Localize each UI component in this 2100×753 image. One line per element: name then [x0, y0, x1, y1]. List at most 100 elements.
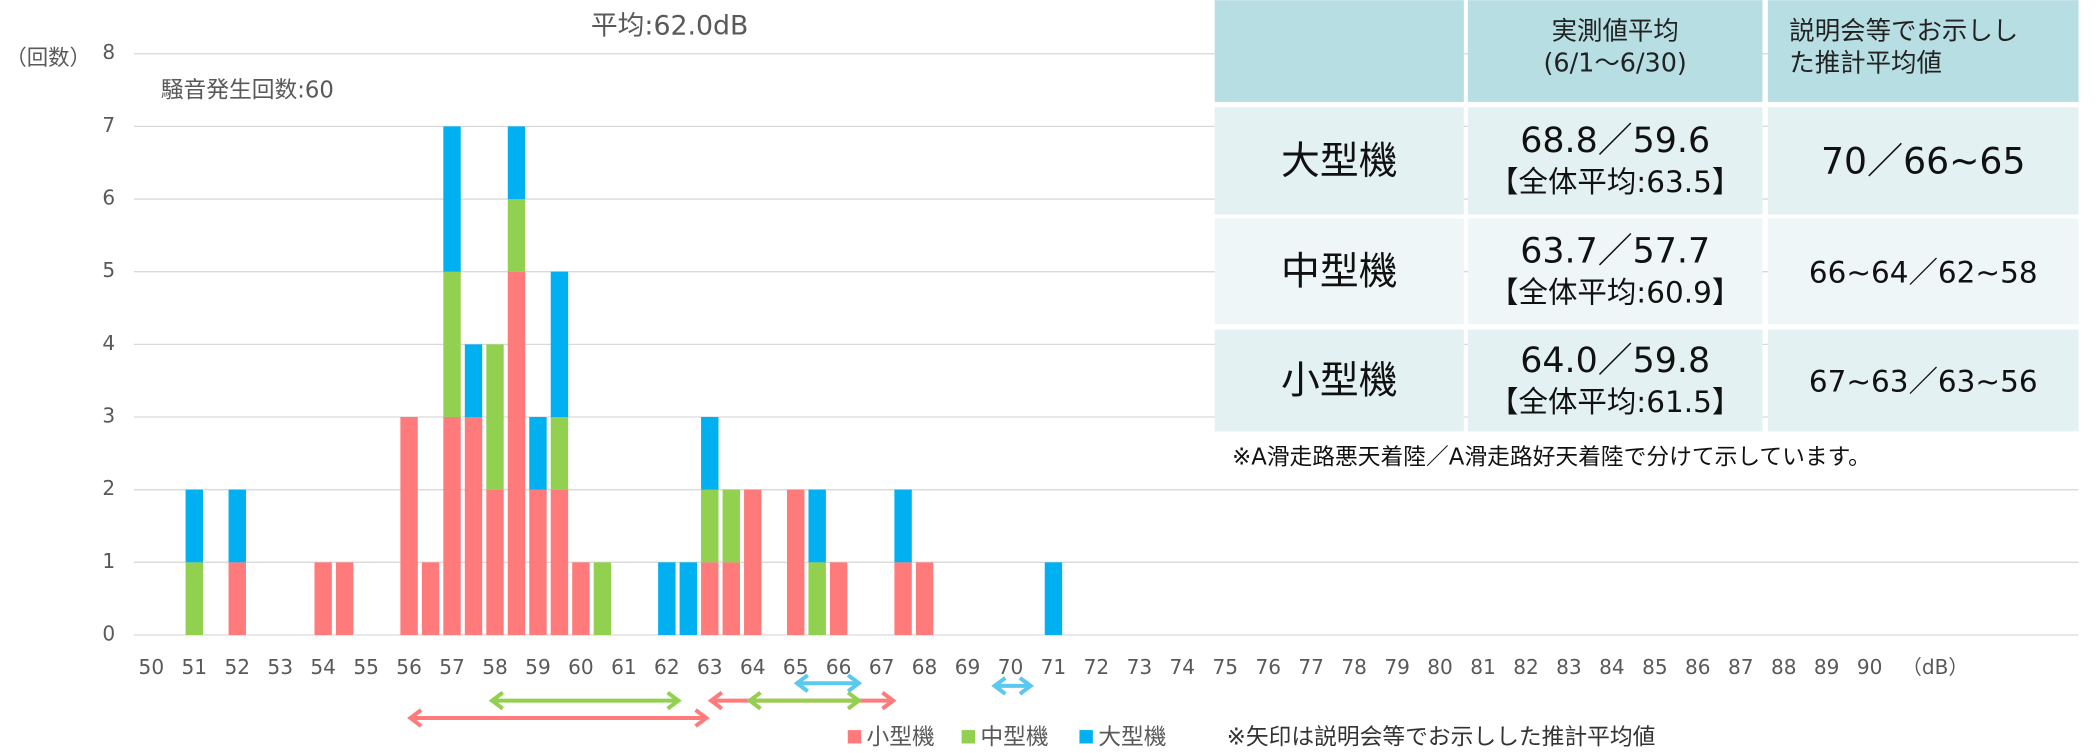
bar-segment: [701, 489, 719, 563]
bar-segment: [443, 417, 461, 635]
x-tick-label: 68: [912, 655, 938, 679]
table-header-text: た推計平均値: [1789, 47, 1942, 77]
x-tick-label: 84: [1599, 655, 1625, 679]
measured-average: 【全体平均:60.9】: [1489, 276, 1741, 310]
x-tick-label: 70: [998, 655, 1024, 679]
measured-value: 68.8／59.6: [1520, 121, 1710, 161]
arrow-head: [488, 690, 504, 711]
bar-segment: [529, 489, 547, 635]
bar-segment: [550, 489, 569, 635]
bar-segment: [228, 489, 246, 563]
bar-segment: [314, 562, 332, 635]
measured-average: 【全体平均:61.5】: [1489, 385, 1741, 419]
x-tick-label: 55: [353, 655, 379, 679]
estimated-value: 70／66~65: [1821, 140, 2025, 183]
bar-segment: [550, 271, 569, 418]
legend-swatch: [961, 730, 975, 744]
bar-segment: [894, 562, 912, 635]
arrow-head: [846, 673, 863, 693]
bar-segment: [1044, 562, 1063, 635]
table-cell: [1767, 107, 2079, 215]
legend-label: 中型機: [980, 725, 1048, 751]
legend-label: 小型機: [867, 725, 935, 751]
x-tick-label: 65: [783, 655, 809, 679]
x-tick-label: 82: [1513, 655, 1539, 679]
range-arrow: [991, 676, 1034, 696]
legend-swatch: [847, 730, 862, 744]
bar-segment: [507, 271, 526, 635]
x-tick-label: 80: [1427, 655, 1453, 679]
x-tick-label: 83: [1556, 655, 1582, 679]
x-tick-label: 58: [482, 655, 508, 679]
x-tick-label: 50: [139, 655, 165, 679]
bar-segment: [443, 271, 461, 418]
bar-segment: [829, 562, 848, 635]
arrow-head: [746, 690, 762, 711]
x-tick-label: 69: [955, 655, 981, 679]
x-tick-label: 89: [1814, 655, 1840, 679]
bar-segment: [658, 562, 676, 635]
legend-note: ※矢印は説明会等でお示しした推計平均値: [1227, 725, 1656, 751]
table-cell: [1767, 218, 2079, 325]
bar-segment: [786, 489, 805, 635]
x-tick-label: 56: [396, 655, 422, 679]
bar-segment: [507, 199, 526, 272]
x-tick-label: 79: [1384, 655, 1410, 679]
range-arrow: [793, 673, 863, 693]
x-tick-label: 64: [740, 655, 766, 679]
bar-segment: [915, 562, 934, 635]
bar-segment: [679, 562, 698, 635]
x-tick-label: 66: [826, 655, 852, 679]
bar-segment: [228, 562, 246, 635]
table-cell: [1214, 329, 1464, 432]
bar-segment: [421, 562, 440, 635]
bar-segment: [550, 417, 569, 490]
y-tick-label: 7: [102, 113, 115, 137]
x-tick-label: 61: [611, 655, 637, 679]
arrow-head: [694, 708, 710, 728]
x-tick-label: 85: [1642, 655, 1668, 679]
y-tick-label: 5: [102, 258, 115, 282]
table-cell: [1467, 329, 1763, 432]
subtitle: 騒音発生回数:60: [161, 78, 334, 104]
y-tick-label: 6: [102, 186, 115, 210]
bar-segment: [529, 417, 547, 490]
x-tick-label: 73: [1127, 655, 1153, 679]
table-cell: [1467, 107, 1763, 215]
bar-segment: [808, 562, 826, 635]
bar-segment: [464, 344, 483, 418]
measured-average: 【全体平均:63.5】: [1489, 165, 1741, 199]
x-tick-label: 60: [568, 655, 594, 679]
arrow-head: [707, 690, 724, 711]
x-tick-label: 74: [1170, 655, 1196, 679]
bar-segment: [464, 417, 483, 635]
bar-segment: [593, 562, 612, 635]
x-tick-label: 88: [1771, 655, 1797, 679]
y-tick-label: 1: [102, 549, 115, 573]
range-arrow: [407, 708, 710, 728]
bar-segment: [443, 126, 461, 272]
bar-segment: [722, 489, 740, 563]
y-axis-label: （回数）: [5, 46, 91, 71]
bar-segment: [185, 562, 204, 635]
bar-segment: [400, 417, 418, 635]
table-header-text: 説明会等でお示しし: [1789, 15, 2018, 45]
bar-segment: [808, 489, 826, 563]
x-tick-label: 90: [1857, 655, 1883, 679]
estimated-value: 67~63／63~56: [1809, 365, 2038, 399]
range-arrow: [746, 690, 863, 711]
arrow-head: [846, 690, 863, 711]
x-tick-label: 72: [1084, 655, 1110, 679]
x-tick-label: 53: [267, 655, 293, 679]
x-tick-label: 77: [1298, 655, 1324, 679]
x-tick-label: 54: [310, 655, 336, 679]
x-tick-label: 52: [224, 655, 250, 679]
arrow-head: [407, 708, 423, 728]
table-header-cell: [1214, 0, 1464, 102]
y-tick-label: 3: [102, 404, 115, 428]
bar-segment: [486, 489, 504, 635]
x-tick-label: 67: [869, 655, 895, 679]
estimated-value: 66~64／62~58: [1809, 256, 2038, 290]
y-tick-label: 8: [102, 40, 115, 64]
row-label: 小型機: [1281, 359, 1398, 404]
